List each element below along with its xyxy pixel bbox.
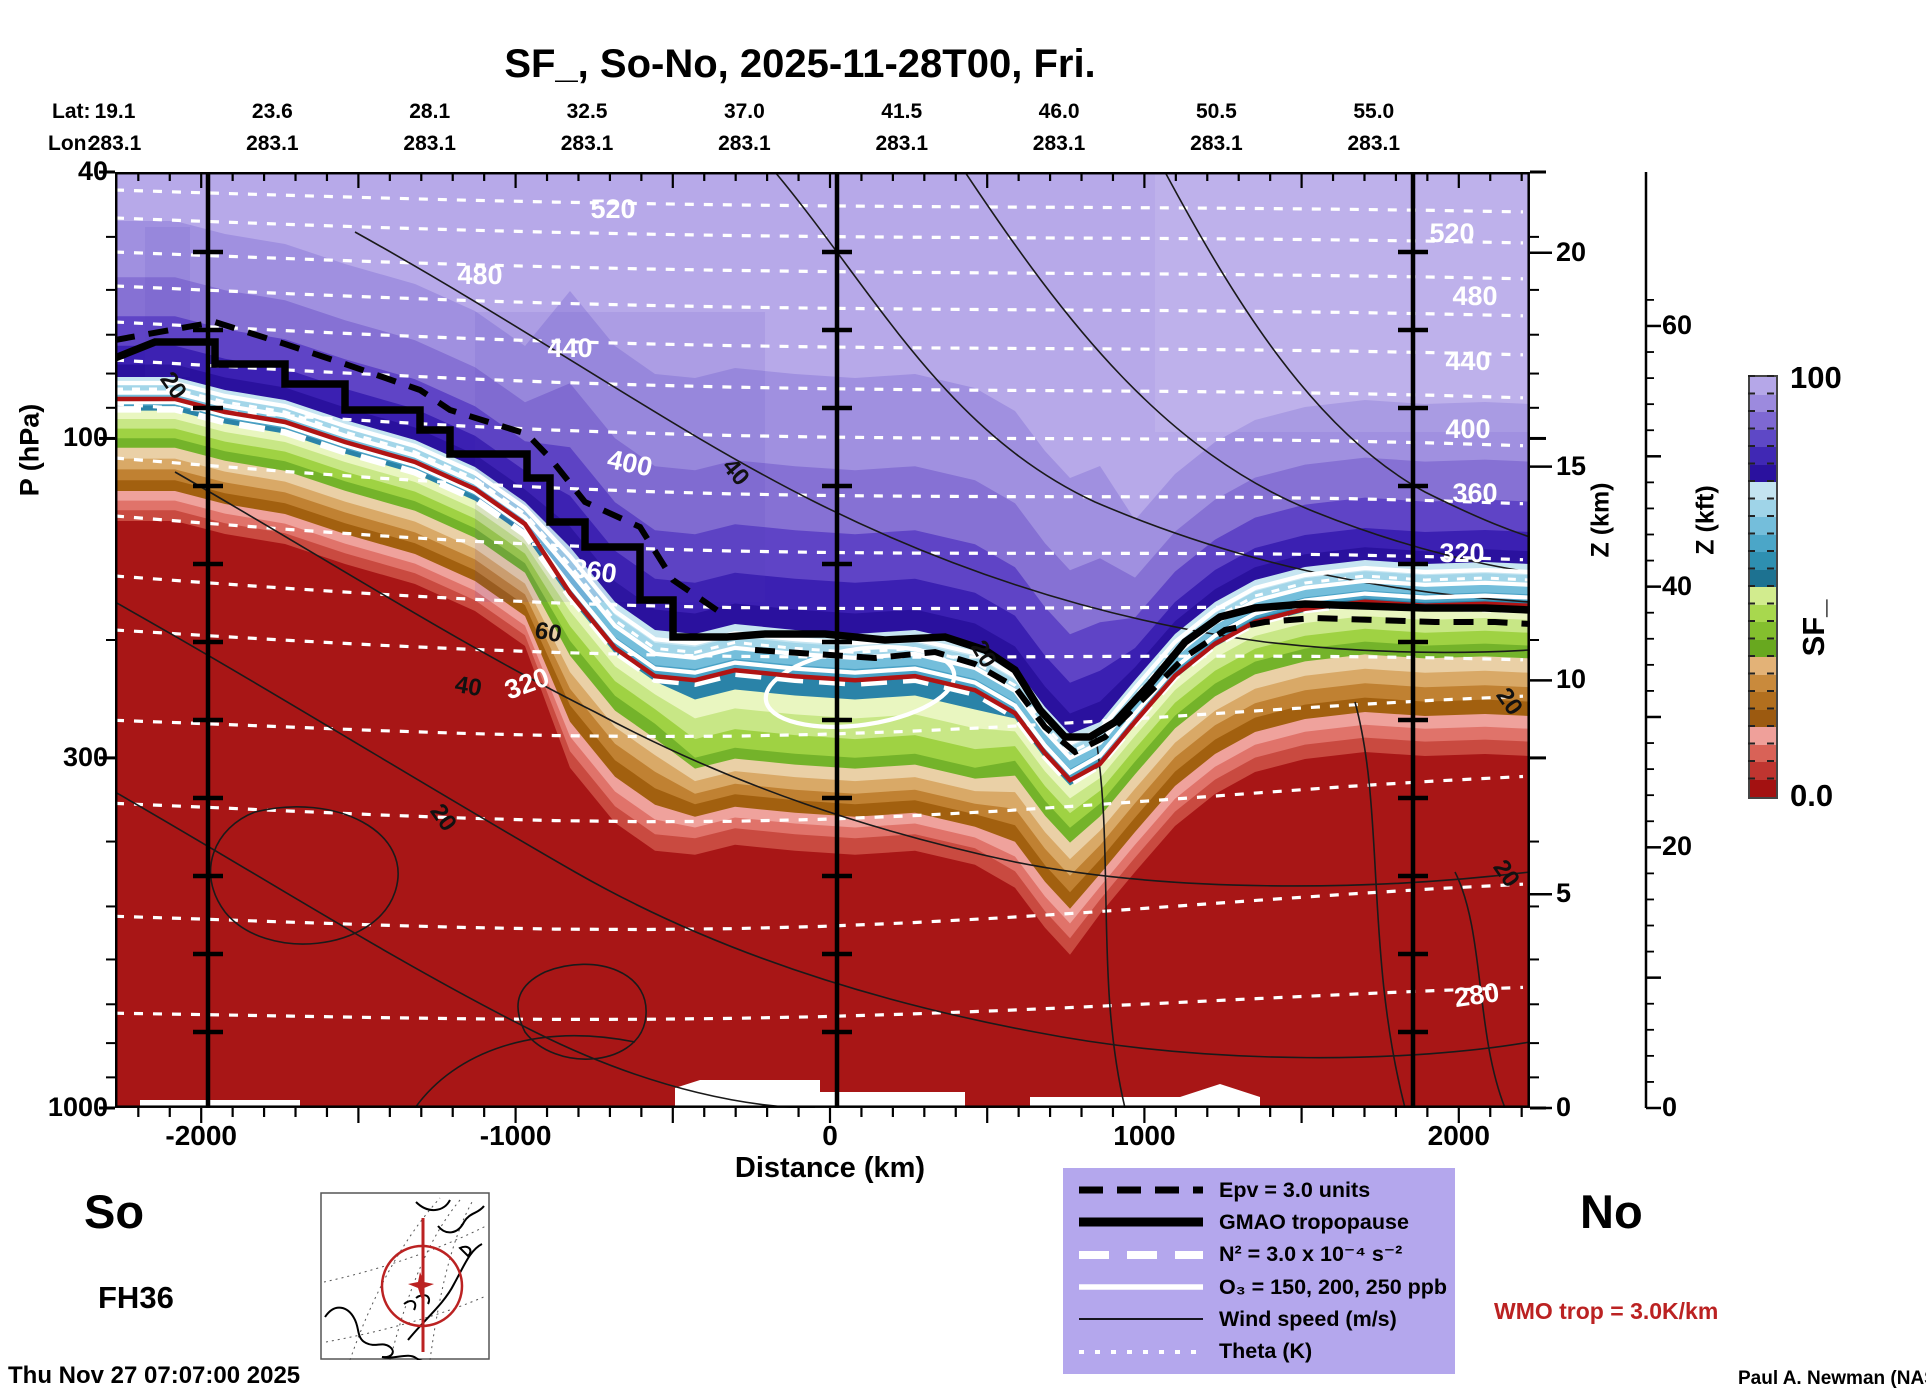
contour-label: 60: [533, 617, 564, 648]
legend-item-wind: Wind speed (m/s): [1063, 1307, 1455, 1332]
zkft-tick-label: 0: [1662, 1092, 1678, 1122]
o3-line-sample: [1079, 1284, 1203, 1290]
colorbar-ticks-right: [1767, 375, 1774, 795]
legend-item-label: Theta (K): [1219, 1339, 1313, 1364]
forecast-hour: FH36: [98, 1280, 174, 1315]
colorbar-max: 100: [1790, 360, 1842, 395]
contour-label: 440: [547, 333, 592, 363]
lat-value: 37.0: [723, 100, 765, 123]
lat-value: 50.5: [1195, 100, 1237, 123]
map-frame: [320, 1192, 490, 1360]
pressure-tick-label: 1000: [47, 1092, 108, 1122]
lon-value: 283.1: [718, 132, 771, 155]
contour-label: 480: [1452, 281, 1497, 311]
endpoint-south: So: [84, 1185, 145, 1238]
endpoint-north: No: [1580, 1185, 1643, 1238]
zkm-tick-label: 10: [1556, 664, 1587, 695]
contour-label: 360: [570, 553, 619, 589]
colorbar-label: SF_: [1796, 599, 1831, 657]
zkm-tick-label: 0: [1556, 1092, 1572, 1122]
zkm-tick-label: 5: [1556, 878, 1572, 909]
zkft-tick-label: 60: [1662, 309, 1693, 340]
contour-label: 320: [1439, 538, 1484, 568]
wmo-trop-note: WMO trop = 3.0K/km: [1494, 1298, 1719, 1324]
legend-item-gmao: GMAO tropopause: [1063, 1210, 1455, 1235]
legend-item-label: Epv = 3.0 units: [1219, 1177, 1371, 1202]
distance-tick-label: -1000: [479, 1120, 552, 1151]
location-inset-map: [320, 1192, 490, 1360]
zkm-axis-label: Z (km): [1586, 482, 1615, 558]
credit: Paul A. Newman (NASA: [1738, 1368, 1926, 1389]
lon-value: 283.1: [875, 132, 929, 155]
legend: Epv = 3.0 units GMAO tropopause N² = 3.0 x…: [1063, 1168, 1455, 1374]
legend-item-theta: Theta (K): [1063, 1339, 1455, 1364]
distance-axis-label: Distance (km): [734, 1152, 926, 1184]
lon-value: 283.1: [1347, 132, 1401, 155]
distance-tick-label: -2000: [165, 1120, 237, 1151]
lon-value: 283.1: [246, 132, 299, 155]
pressure-tick-label: 40: [77, 156, 108, 186]
contour-label: 360: [1452, 478, 1497, 508]
legend-item-label: GMAO tropopause: [1219, 1209, 1409, 1234]
lat-value: 41.5: [881, 100, 923, 123]
lat-row-label: Lat:: [52, 100, 91, 123]
contour-label: 440: [1445, 346, 1490, 376]
lat-value: 32.5: [566, 100, 608, 123]
contour-label: 520: [590, 194, 635, 224]
legend-item-label: N² = 3.0 x 10⁻⁴ s⁻²: [1219, 1242, 1403, 1267]
gmao-line-sample: [1079, 1217, 1203, 1227]
wind-line-sample: [1079, 1318, 1203, 1321]
colorbar-ticks-left: [1748, 375, 1755, 795]
distance-tick-label: 0: [822, 1120, 838, 1151]
distance-tick-label: 1000: [1113, 1120, 1176, 1151]
contour-label: 280: [1452, 977, 1501, 1013]
map-transect-marker: [380, 1218, 464, 1352]
lat-value: 55.0: [1353, 100, 1395, 123]
lat-value: 19.1: [94, 100, 136, 123]
epv-line-sample: [1079, 1186, 1203, 1194]
colorbar-min: 0.0: [1790, 778, 1834, 813]
pressure-tick-label: 100: [62, 422, 108, 453]
legend-item-n2: N² = 3.0 x 10⁻⁴ s⁻²: [1063, 1242, 1455, 1267]
lon-row-label: Lon:: [48, 132, 94, 155]
page-title: SF_, So-No, 2025-11-28T00, Fri.: [504, 42, 1096, 86]
n2-line-sample: [1079, 1250, 1203, 1259]
lon-value: 283.1: [1032, 132, 1086, 155]
legend-item-label: O₃ = 150, 200, 250 ppb: [1219, 1274, 1448, 1299]
lat-value: 46.0: [1038, 100, 1080, 123]
legend-item-o3: O₃ = 150, 200, 250 ppb: [1063, 1275, 1455, 1300]
pressure-tick-label: 300: [62, 741, 108, 772]
legend-item-label: Wind speed (m/s): [1219, 1306, 1397, 1331]
lon-value: 283.1: [1190, 132, 1243, 155]
distance-tick-label: 2000: [1427, 1120, 1490, 1151]
creation-timestamp: Thu Nov 27 07:07:00 2025: [8, 1362, 301, 1389]
lat-value: 28.1: [409, 100, 451, 123]
contour-label: 40: [453, 671, 484, 702]
theta-line-sample: [1079, 1349, 1203, 1354]
lon-value: 283.1: [403, 132, 456, 155]
zkft-tick-label: 40: [1662, 570, 1693, 601]
contour-label: 400: [1445, 414, 1490, 444]
zkft-axis-label: Z (kft): [1691, 485, 1720, 555]
cross-section-plot: 5204804404003603205204804404003603202802…: [115, 172, 1530, 1108]
zkm-tick-label: 20: [1556, 236, 1587, 267]
legend-item-epv: Epv = 3.0 units: [1063, 1178, 1455, 1203]
lat-value: 23.6: [251, 100, 293, 123]
contour-label: 480: [457, 260, 502, 290]
zkm-tick-label: 15: [1556, 450, 1587, 481]
lon-value: 283.1: [560, 132, 614, 155]
zkft-tick-label: 20: [1662, 831, 1693, 862]
lon-value: 283.1: [88, 132, 142, 155]
contour-label: 520: [1429, 218, 1474, 248]
